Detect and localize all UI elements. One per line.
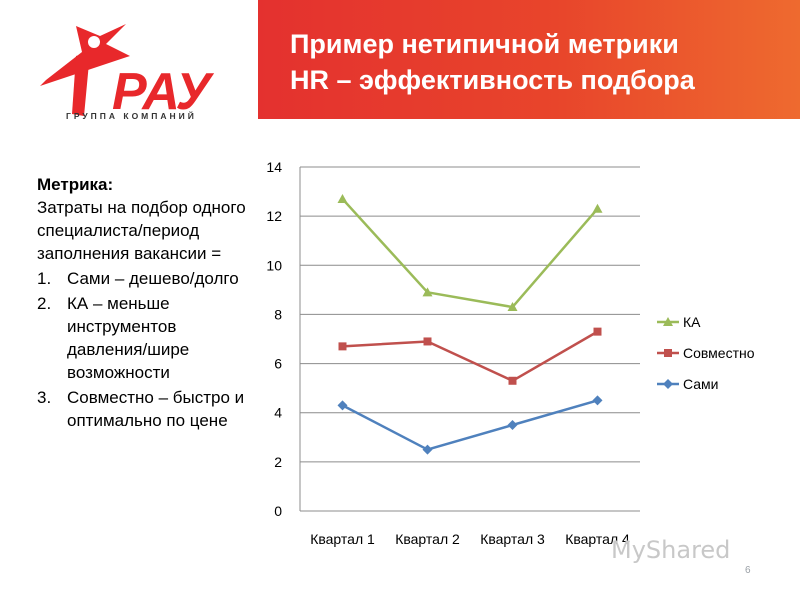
y-tick-label: 8 <box>274 306 282 322</box>
logo-brand: РАУ <box>112 63 211 121</box>
data-point <box>338 342 347 351</box>
list-item: 1. Сами – дешево/долго <box>37 267 252 290</box>
series-line <box>341 399 598 451</box>
list-item-number: 1. <box>37 269 52 288</box>
series-line <box>341 198 599 309</box>
y-tick-label: 0 <box>274 503 282 519</box>
data-point <box>593 327 602 336</box>
x-tick-label: Квартал 2 <box>395 531 460 547</box>
legend-marker <box>663 317 673 326</box>
list-item: 2. КА – меньше инструментов давления/шир… <box>37 292 252 384</box>
y-tick-label: 4 <box>274 405 282 421</box>
y-tick-label: 2 <box>274 454 282 470</box>
y-tick-label: 6 <box>274 356 282 372</box>
x-tick-label: Квартал 3 <box>480 531 545 547</box>
data-point <box>422 287 433 297</box>
data-point <box>422 444 433 455</box>
data-point <box>423 337 432 346</box>
list-item-text: КА – меньше инструментов давления/шире в… <box>67 294 190 382</box>
y-tick-label: 12 <box>266 208 282 224</box>
list-item: 3. Совместно – быстро и оптимально по це… <box>37 386 252 432</box>
metric-heading: Метрика: <box>37 175 114 194</box>
legend-label: Сами <box>683 376 719 392</box>
logo-figure-head <box>88 36 100 48</box>
logo-figure <box>72 52 90 116</box>
x-tick-label: Квартал 1 <box>310 531 375 547</box>
page-number: 6 <box>745 565 751 576</box>
metric-description: Метрика: Затраты на подбор одного специа… <box>37 173 252 434</box>
legend-marker <box>663 379 673 389</box>
legend-label: Совместно <box>683 345 755 361</box>
page-title: Пример нетипичной метрики HR – эффективн… <box>290 26 790 98</box>
y-tick-label: 10 <box>266 257 282 273</box>
metric-formula: Затраты на подбор одного специалиста/пер… <box>37 198 246 263</box>
list-item-number: 2. <box>37 294 52 313</box>
list-item-number: 3. <box>37 388 52 407</box>
legend-label: КА <box>683 314 701 330</box>
data-point <box>337 193 348 203</box>
data-point <box>508 376 517 385</box>
y-tick-label: 14 <box>266 159 282 175</box>
data-point <box>592 395 603 406</box>
logo-star-icon <box>40 24 130 116</box>
legend-marker <box>664 349 672 357</box>
logo-subtitle: ГРУППА КОМПАНИЙ <box>66 111 197 121</box>
data-point <box>507 302 518 312</box>
metric-list: 1. Сами – дешево/долго 2. КА – меньше ин… <box>37 267 252 432</box>
data-point <box>507 420 518 430</box>
data-point <box>592 203 603 213</box>
watermark: MyShared <box>611 536 731 564</box>
logo: РАУ ГРУППА КОМПАНИЙ <box>38 22 238 132</box>
page-title-line1: Пример нетипичной метрики <box>290 29 679 59</box>
list-item-text: Совместно – быстро и оптимально по цене <box>67 388 245 430</box>
list-item-text: Сами – дешево/долго <box>67 269 239 288</box>
header-banner: Пример нетипичной метрики HR – эффективн… <box>258 0 800 119</box>
data-point <box>337 400 348 411</box>
page-title-line2: HR – эффективность подбора <box>290 65 695 95</box>
x-tick-label: Квартал 4 <box>565 531 630 547</box>
series-line <box>342 330 599 383</box>
